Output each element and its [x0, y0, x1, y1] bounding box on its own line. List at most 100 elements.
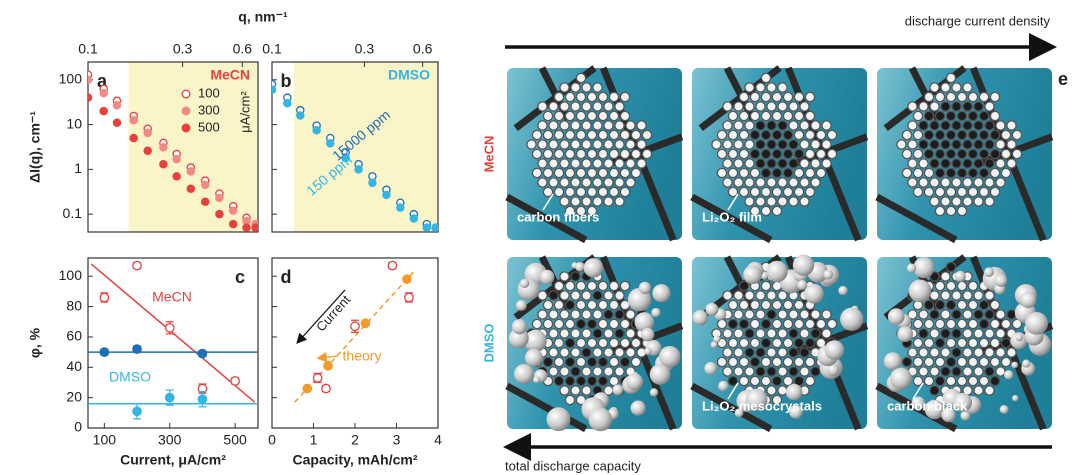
- particle: [995, 328, 1006, 339]
- mesocrystal: [508, 328, 529, 349]
- particle: [934, 299, 946, 311]
- particle: [749, 167, 761, 179]
- data-point: [164, 392, 175, 403]
- particle: [625, 158, 636, 169]
- data-point: [296, 111, 305, 120]
- particle: [570, 82, 581, 93]
- particle: [810, 366, 821, 377]
- particle: [586, 375, 598, 387]
- particle: [929, 101, 940, 112]
- particle: [531, 148, 543, 160]
- particle: [727, 167, 739, 179]
- particle: [967, 148, 979, 160]
- particle: [559, 290, 570, 301]
- particle: [945, 337, 957, 349]
- row-label: DMSO: [481, 324, 496, 363]
- particle: [733, 309, 744, 320]
- y-tick-label: 20: [66, 388, 82, 404]
- particle: [978, 167, 990, 179]
- particle: [793, 91, 805, 103]
- data-point: [230, 376, 240, 386]
- particle: [940, 101, 951, 112]
- particle: [614, 120, 625, 131]
- particle: [956, 167, 968, 179]
- particle: [777, 290, 788, 301]
- particle: [973, 366, 984, 377]
- particle: [995, 347, 1006, 358]
- particle: [962, 196, 973, 207]
- particle: [733, 101, 744, 112]
- particle: [749, 356, 761, 368]
- plot-frame: [87, 61, 259, 233]
- particle: [592, 309, 603, 320]
- particle: [799, 177, 810, 188]
- particle: [542, 318, 554, 330]
- mesocrystal: [906, 263, 917, 273]
- particle: [973, 158, 984, 169]
- particle: [722, 101, 733, 112]
- particle: [537, 290, 548, 301]
- particle: [755, 309, 766, 320]
- data-point: [382, 190, 391, 200]
- mesocrystal: [840, 307, 864, 331]
- particle: [907, 139, 918, 150]
- particle: [727, 356, 739, 368]
- particle: [940, 139, 951, 150]
- particle: [989, 148, 1001, 160]
- particle: [586, 299, 598, 311]
- particle: [564, 337, 576, 349]
- particle: [636, 120, 647, 131]
- plot-area: [88, 260, 258, 420]
- particle: [749, 299, 761, 311]
- particle: [766, 120, 777, 131]
- particle: [733, 139, 744, 150]
- y-tick-label: 40: [66, 358, 82, 374]
- particle: [978, 186, 990, 198]
- particle: [782, 129, 794, 141]
- particle: [570, 158, 581, 169]
- data-point: [143, 146, 152, 156]
- particle: [788, 139, 799, 150]
- particle: [614, 366, 625, 377]
- mesocrystal: [612, 384, 624, 396]
- particle: [553, 356, 565, 368]
- particle: [619, 318, 631, 330]
- particle: [793, 318, 805, 330]
- particle: [956, 299, 968, 311]
- particle: [722, 139, 733, 150]
- particle: [619, 129, 631, 141]
- particle: [951, 139, 962, 150]
- carbon-fiber: [690, 382, 773, 433]
- particle: [984, 309, 995, 320]
- mesocrystal: [797, 279, 808, 291]
- particle: [945, 356, 957, 368]
- tile: [505, 254, 684, 433]
- particle: [738, 91, 750, 103]
- particle: [625, 120, 636, 131]
- particle: [804, 318, 816, 330]
- particle: [984, 101, 995, 112]
- y-tick-label: 100: [59, 267, 83, 283]
- particle: [586, 356, 598, 368]
- data-point: [409, 214, 419, 223]
- mesocrystal: [1012, 395, 1019, 402]
- particle: [1011, 318, 1023, 330]
- mesocrystal: [984, 267, 994, 278]
- particle: [727, 186, 739, 198]
- particle: [586, 186, 598, 198]
- particle: [945, 205, 957, 217]
- particle: [575, 299, 587, 311]
- particle: [777, 101, 788, 112]
- particle: [738, 129, 750, 141]
- mesocrystal: [511, 319, 527, 335]
- particle: [951, 101, 962, 112]
- particle: [716, 148, 728, 160]
- particle: [755, 196, 766, 207]
- mesocrystal: [911, 396, 926, 411]
- particle: [777, 120, 788, 131]
- particle: [782, 375, 794, 387]
- y-axis-label: ΔI(q), cm⁻¹: [27, 111, 43, 183]
- particle: [956, 129, 968, 141]
- mesocrystal: [889, 367, 912, 390]
